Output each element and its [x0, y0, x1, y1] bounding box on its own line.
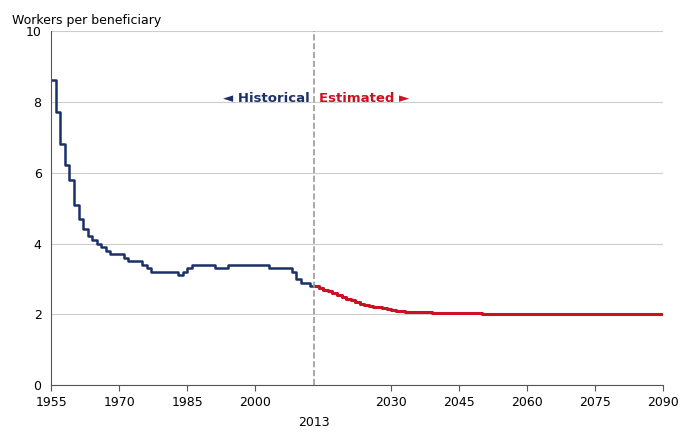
Text: Estimated ►: Estimated ► — [319, 92, 409, 105]
Text: 2013: 2013 — [298, 416, 330, 429]
Text: ◄ Historical: ◄ Historical — [223, 92, 310, 105]
Text: Workers per beneficiary: Workers per beneficiary — [12, 14, 161, 27]
